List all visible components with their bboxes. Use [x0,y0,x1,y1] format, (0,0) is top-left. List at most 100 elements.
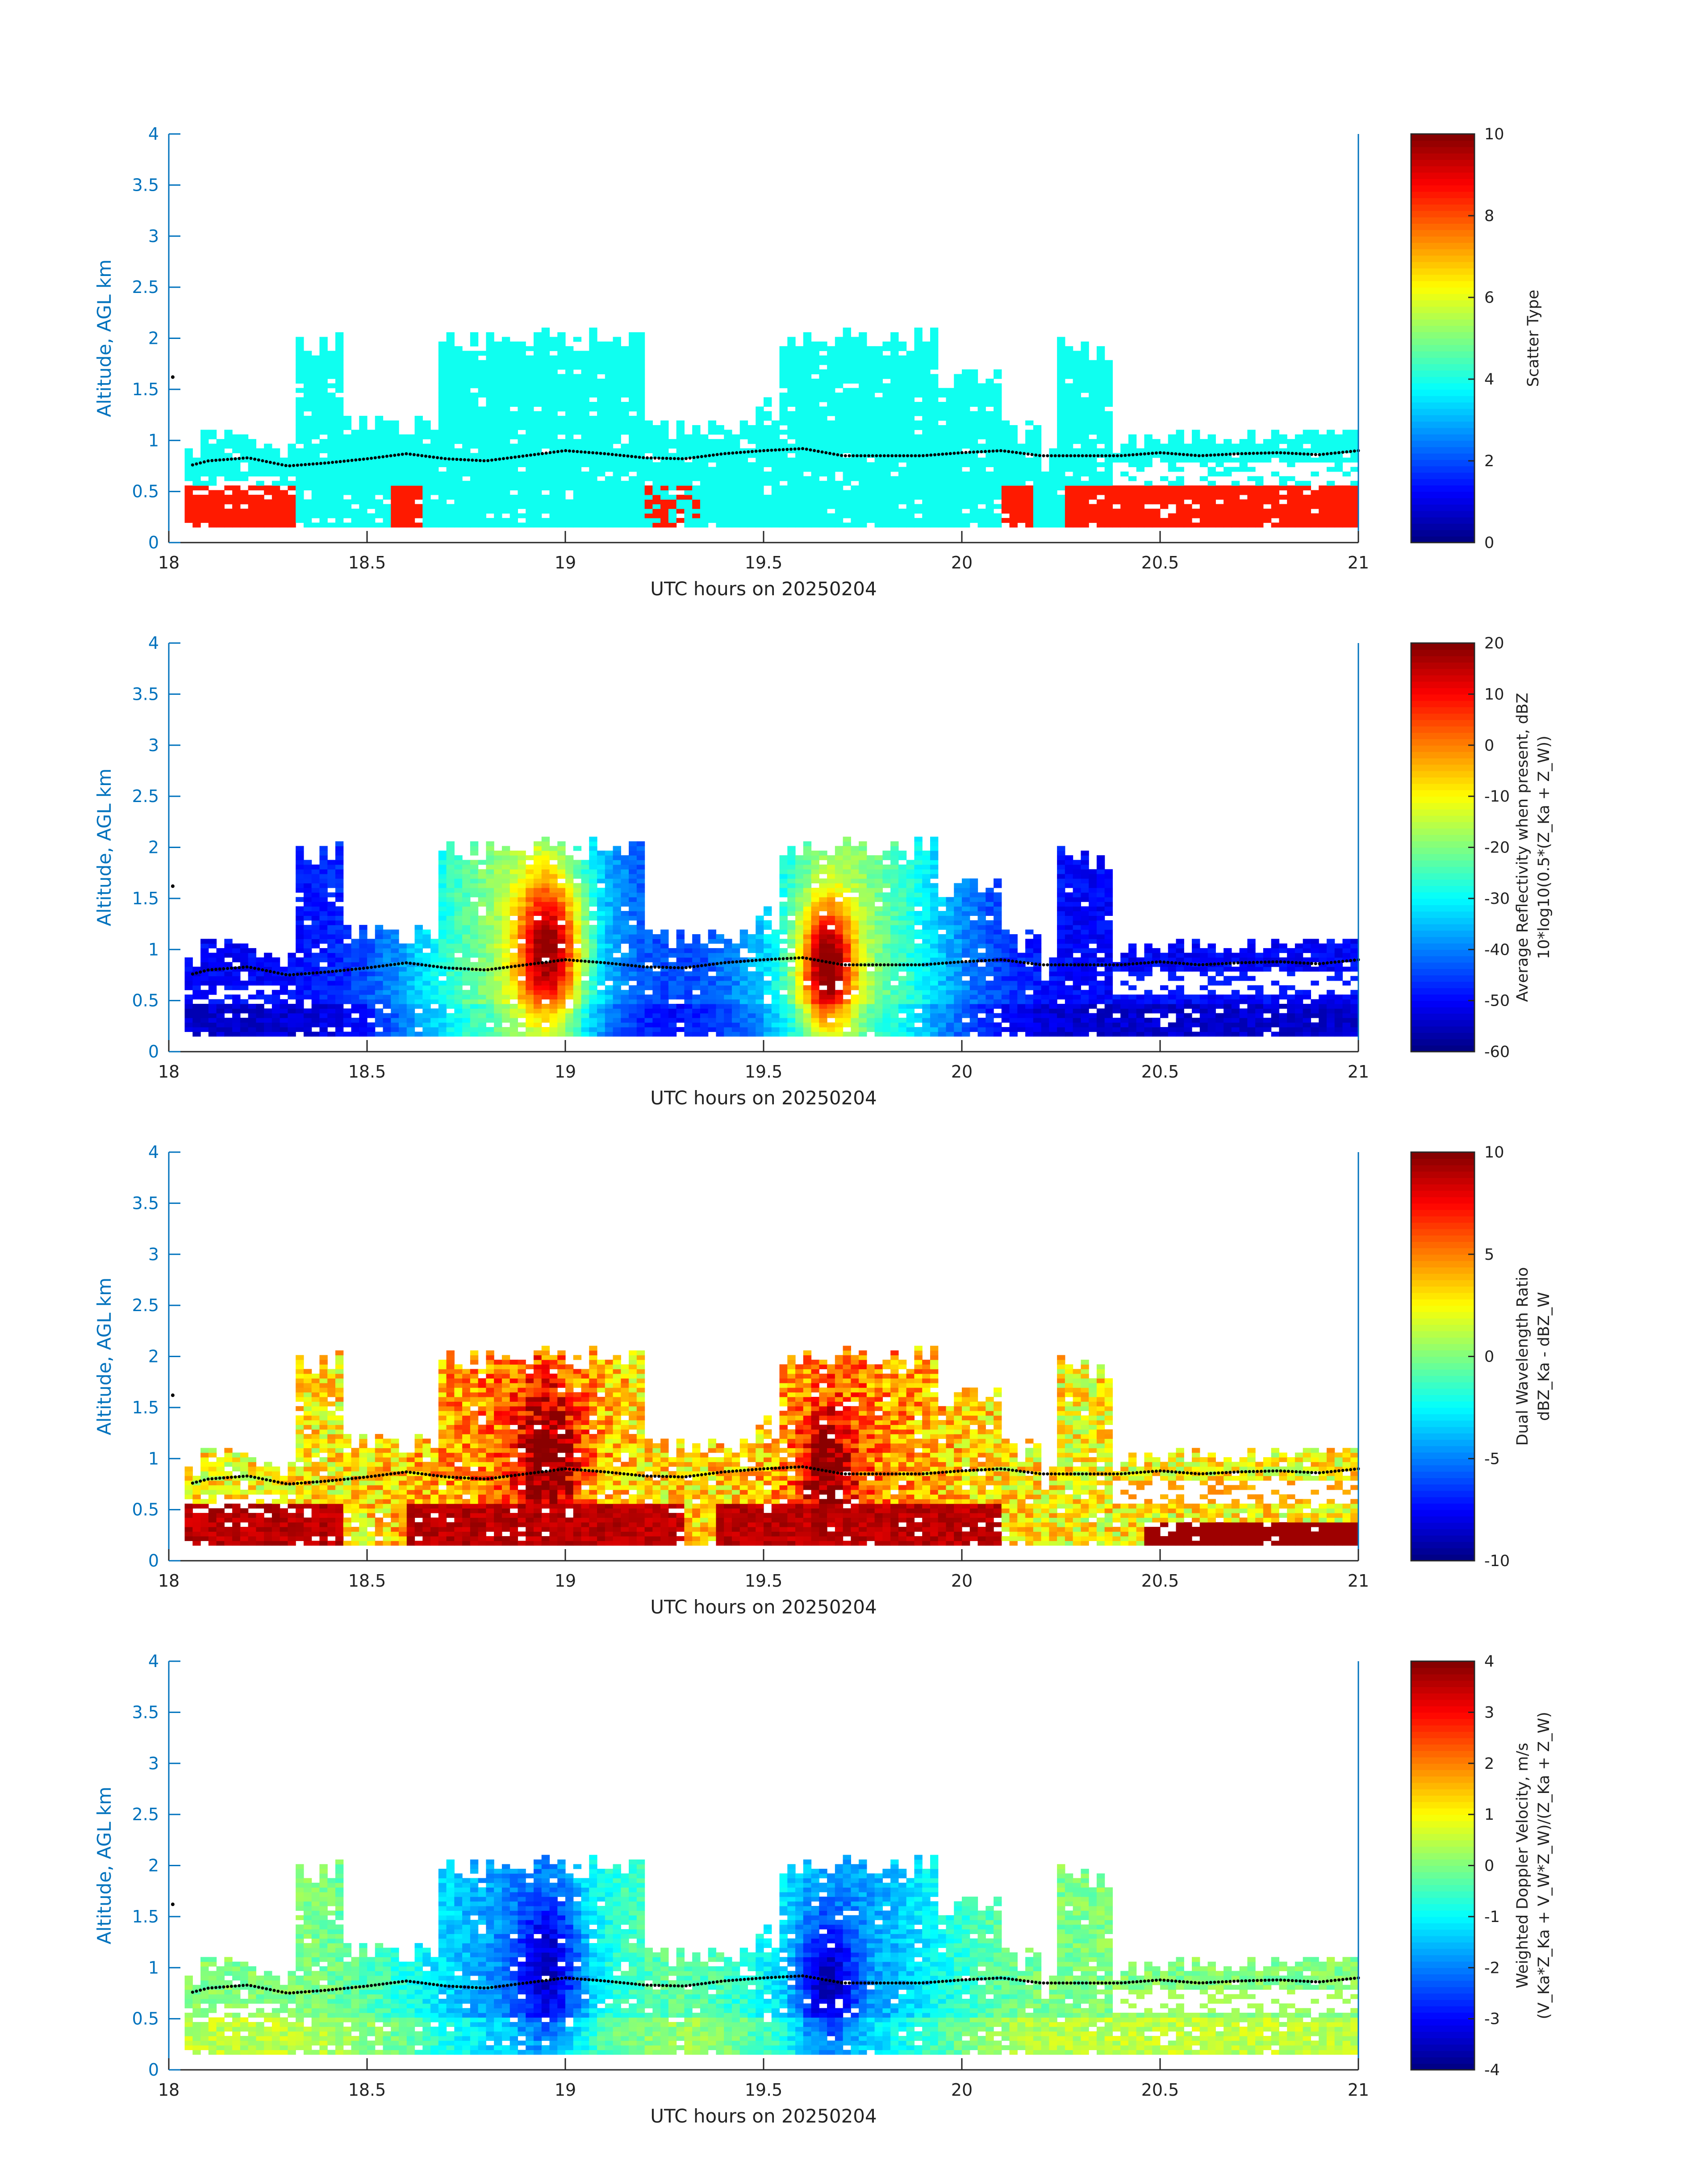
heatmap-cell [216,518,225,523]
heatmap-cell [613,411,621,416]
heatmap-cell [898,439,907,444]
heatmap-cell [343,985,352,990]
heatmap-cell [779,378,788,384]
heatmap-cell [906,401,915,407]
heatmap-cell [890,401,899,407]
heatmap-cell [1207,490,1216,495]
heatmap-cell [375,490,384,495]
heatmap-cell [406,513,415,518]
heatmap-cell [851,448,859,453]
heatmap-cell [882,393,891,398]
heatmap-cell [264,1027,272,1032]
heatmap-cell [977,518,986,523]
colorbar-step [1411,204,1474,211]
heatmap-cell [367,980,376,986]
heatmap-cell [962,485,970,491]
heatmap-cell [240,985,249,990]
heatmap-cell [589,406,597,412]
heatmap-cell [296,1008,304,1014]
heatmap-cell [811,378,819,384]
heatmap-cell [565,476,574,481]
heatmap-cell [787,434,796,439]
heatmap-cell [1065,490,1073,495]
heatmap-cell [264,1032,272,1037]
cloud-base-dot [1345,450,1349,454]
heatmap-cell [327,873,336,879]
heatmap-cell [296,878,304,884]
heatmap-cell [526,509,534,514]
heatmap-cell [486,369,494,375]
heatmap-cell [739,457,748,463]
heatmap-cell [526,355,534,360]
heatmap-cell [1176,439,1184,444]
heatmap-cell [430,485,439,491]
heatmap-cell [509,351,518,356]
heatmap-cell [335,522,344,528]
heatmap-cell [914,341,923,347]
heatmap-cell [851,457,859,463]
heatmap-cell [803,448,812,453]
heatmap-cell [296,453,304,458]
heatmap-cell [319,364,328,370]
heatmap-cell [335,397,344,402]
heatmap-cell [581,397,589,402]
heatmap-cell [430,518,439,523]
heatmap-cell [240,953,249,958]
heatmap-cell [1033,494,1042,500]
cloud-base-dot [669,457,672,460]
heatmap-cell [557,355,566,360]
heatmap-cell [494,513,502,518]
heatmap-cell [1334,439,1343,444]
heatmap-cell [1096,378,1105,384]
cloud-base-dot [1104,454,1107,458]
heatmap-cell [739,499,748,505]
heatmap-cell [930,457,939,463]
heatmap-cell [851,378,859,384]
heatmap-cell [1231,494,1240,500]
heatmap-cell [613,457,621,463]
heatmap-cell [914,332,923,337]
heatmap-cell [1247,476,1256,481]
heatmap-cell [200,453,209,458]
heatmap-cell [1287,453,1295,458]
heatmap-cell [930,485,939,491]
heatmap-cell [414,439,423,444]
heatmap-cell [994,504,1002,509]
heatmap-cell [470,393,479,398]
heatmap-cell [636,406,645,412]
heatmap-cell [462,416,471,421]
heatmap-cell [288,1008,296,1014]
heatmap-cell [1287,499,1295,505]
colorbar-step [1411,364,1474,371]
heatmap-cell [335,925,344,930]
heatmap-cell [1104,364,1113,370]
heatmap-cell [1271,509,1279,514]
heatmap-cell [1104,518,1113,523]
heatmap-cell [200,457,209,463]
heatmap-cell [541,471,550,476]
heatmap-cell [819,443,827,449]
heatmap-cell [335,860,344,865]
heatmap-cell [1247,448,1256,453]
heatmap-cell [795,397,804,402]
heatmap-cell [296,439,304,444]
heatmap-cell [922,425,931,430]
heatmap-cell [319,393,328,398]
heatmap-cell [938,388,947,393]
heatmap-cell [549,499,558,505]
heatmap-cell [1160,485,1169,491]
heatmap-cell [319,939,328,944]
heatmap-cell [343,976,352,981]
cloud-base-dot [439,456,443,460]
heatmap-cell [874,471,883,476]
heatmap-cell [1001,504,1010,509]
heatmap-cell [359,1032,367,1037]
heatmap-cell [335,457,344,463]
heatmap-cell [977,513,986,518]
heatmap-cell [1017,499,1026,505]
cloud-base-dot [766,449,769,452]
heatmap-cell [311,383,320,389]
heatmap-cell [1152,494,1161,500]
heatmap-cell [573,518,582,523]
colorbar-step [1411,140,1474,147]
